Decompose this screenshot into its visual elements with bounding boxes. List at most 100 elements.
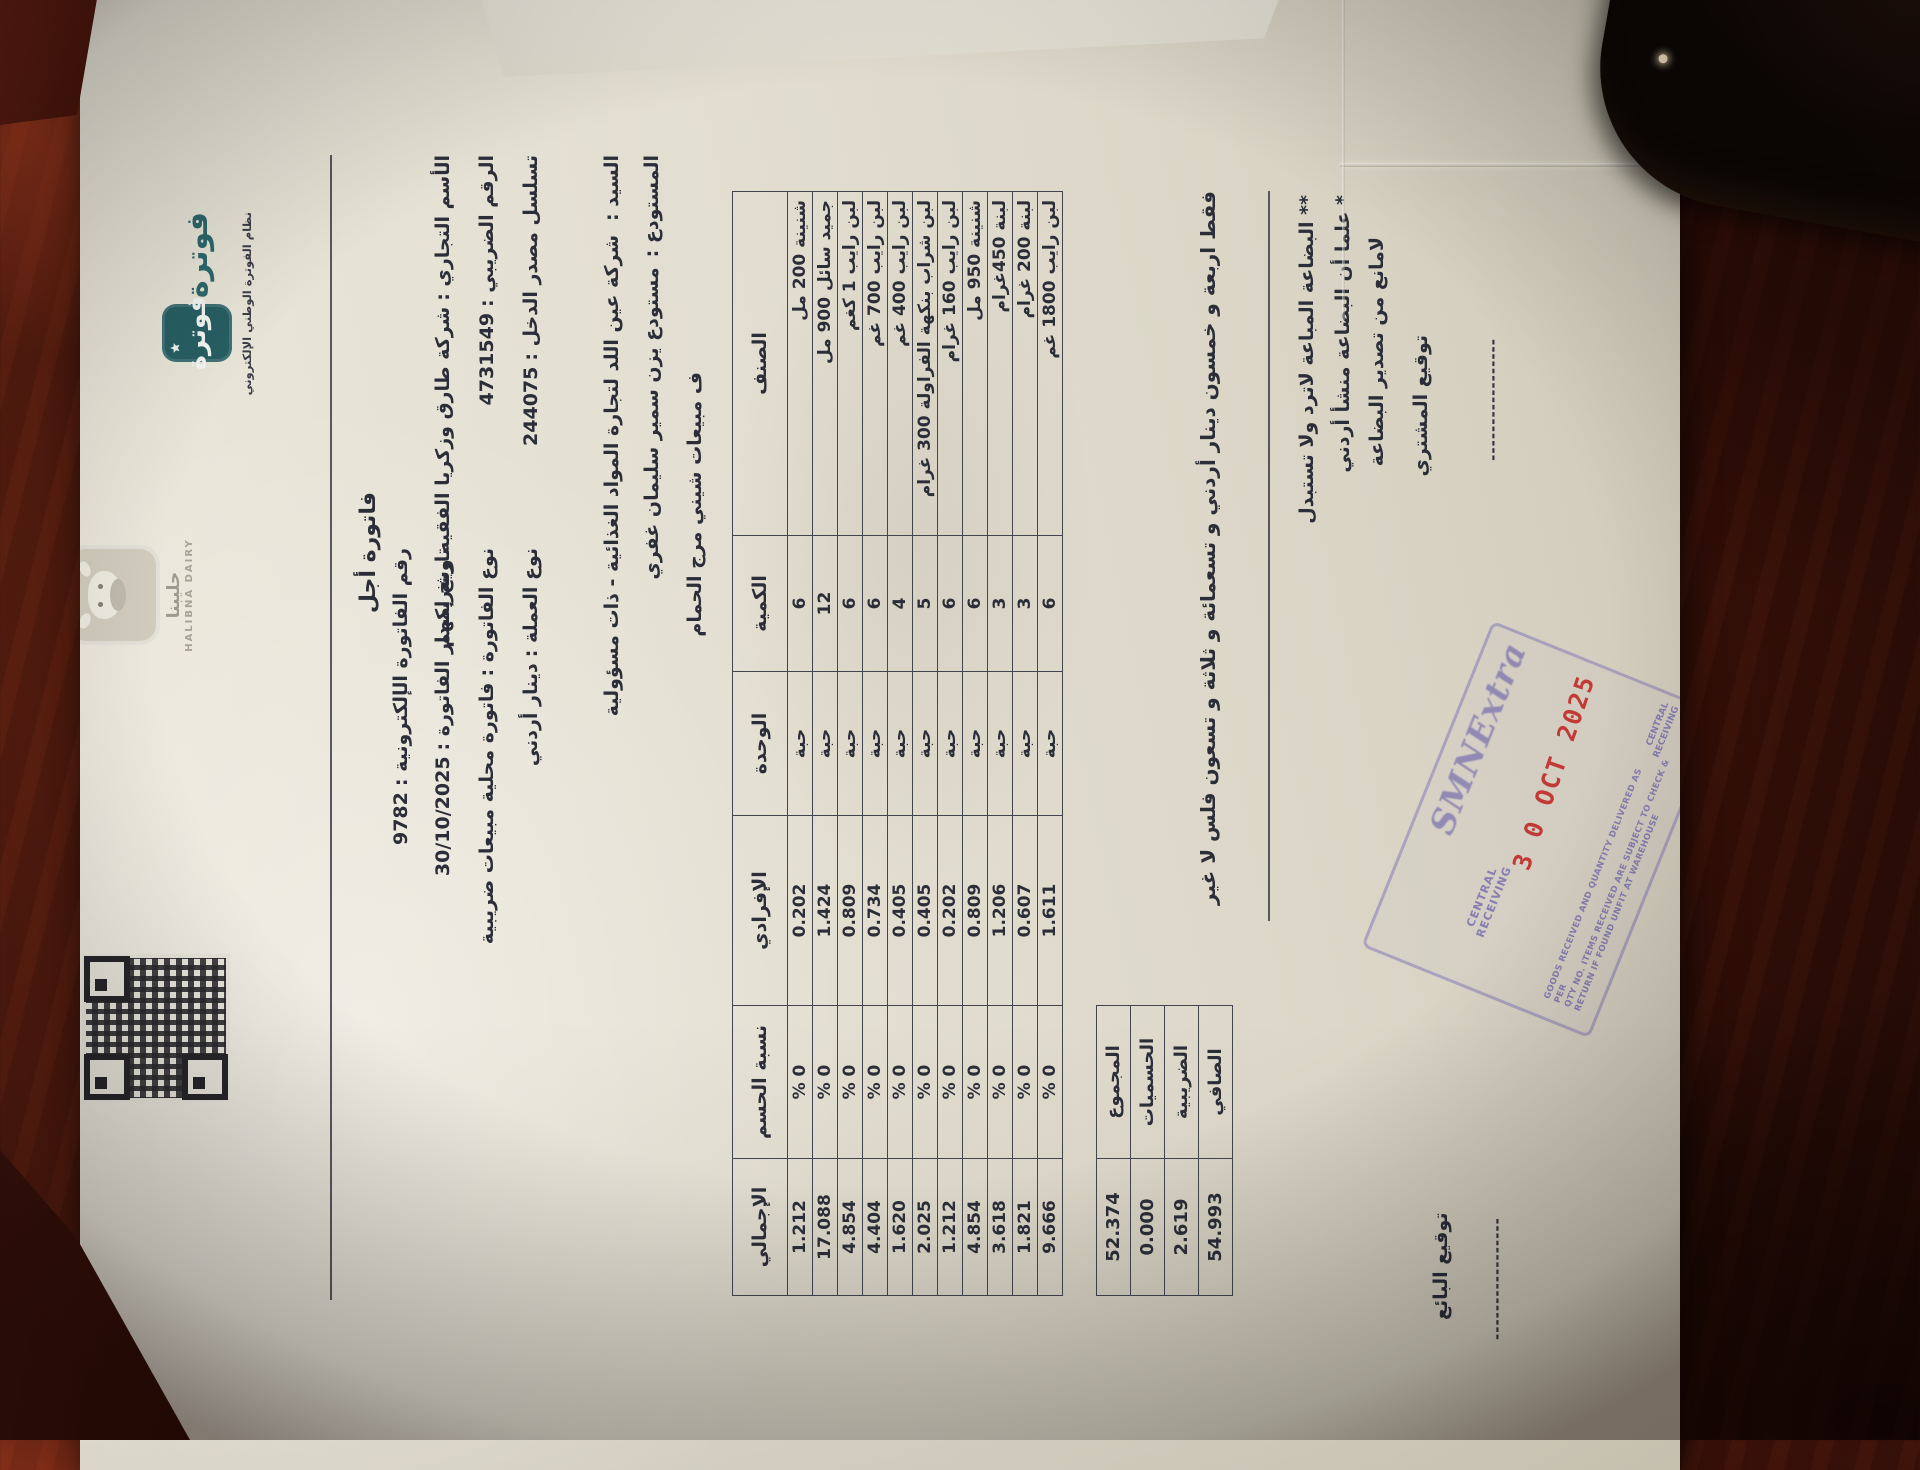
- item-name: لبنة 200 غرام: [1012, 191, 1038, 536]
- amount-in-words: فقط اربعة و خمسون دينار أردني و تسعمائة …: [1196, 191, 1220, 906]
- col-quantity: الكمية: [732, 535, 788, 672]
- item-unit: حبة: [962, 671, 988, 816]
- item-quantity: 3: [987, 535, 1013, 672]
- invoice-paper: حليبنا HALIBNA DAIRY فوترة فوترة نظام ال…: [80, 0, 1680, 1470]
- summary-row: المجموع 52.374: [1096, 1005, 1131, 1296]
- item-row: لبن رايب 160 غرام 6 حبة 0.202 0 % 1.212: [937, 191, 963, 1296]
- receiving-stamp: SMNExtra CENTRAL RECEIVING 3 0 OCT 2025 G…: [1361, 620, 1680, 1039]
- note-export: لامانع من تصدير البضاعة: [1366, 237, 1388, 467]
- col-total: الإجمالي: [732, 1158, 788, 1296]
- item-unit-price: 0.607: [1012, 815, 1038, 1006]
- item-total: 4.854: [962, 1158, 988, 1296]
- tax-number-value: 4731549: [476, 312, 498, 406]
- item-quantity: 6: [937, 535, 963, 672]
- item-unit: حبة: [787, 671, 813, 816]
- item-name: شنينة 200 مل: [787, 191, 813, 536]
- item-total: 9.666: [1037, 1158, 1063, 1296]
- summary-value: 52.374: [1096, 1158, 1131, 1296]
- customer-value: شركة عين اللد لتجارة المواد الغذائية - ذ…: [601, 234, 623, 717]
- col-item: الصنف: [732, 191, 788, 536]
- item-row: لبن رايب 1 كغم 6 حبة 0.809 0 % 4.854: [837, 191, 863, 1296]
- item-row: لبن رايب 1800 غم 6 حبة 1.611 0 % 9.666: [1037, 191, 1063, 1296]
- stamp-brand: SMNExtra: [1421, 636, 1536, 841]
- invoice-content: حليبنا HALIBNA DAIRY فوترة فوترة نظام ال…: [80, 0, 1680, 1470]
- seller-signature-label: توقيع البائع: [1430, 1212, 1452, 1321]
- invoice-type-title: فاتورة أجل: [356, 492, 381, 614]
- dairy-name-english: HALIBNA DAIRY: [184, 538, 195, 652]
- item-unit: حبة: [862, 671, 888, 816]
- item-total: 1.821: [1012, 1158, 1038, 1296]
- field-warehouse: المستودع : مستودع يزن سمير سليمان غفري: [641, 155, 663, 580]
- summary-label: المجموع: [1096, 1005, 1131, 1159]
- item-discount-rate: 0 %: [962, 1005, 988, 1159]
- field-invoice-type: نوع الفاتورة : فاتورة محلية مبيعات ضريبية: [476, 548, 498, 944]
- item-total: 3.618: [987, 1158, 1013, 1296]
- invoice-number-value: 9782: [390, 792, 412, 846]
- income-seq-value: 244075: [520, 366, 542, 446]
- item-quantity: 12: [812, 535, 838, 672]
- item-row: لبن شراب بنكهة الفراولة 300 غرام 5 حبة 0…: [912, 191, 938, 1296]
- qr-finder-icon: [84, 956, 130, 1002]
- qr-code: [82, 954, 230, 1102]
- field-currency: نوع العملة : دينار أردني: [520, 548, 542, 766]
- summary-row: الصافي 54.993: [1198, 1005, 1233, 1296]
- item-name: لبن رايب 160 غرام: [937, 191, 963, 536]
- currency-label: نوع العملة :: [520, 548, 542, 658]
- item-name: لبن رايب 400 غم: [887, 191, 913, 536]
- issue-date-value: 30/10/2025: [432, 756, 454, 877]
- summary-label: الضريبية: [1164, 1005, 1199, 1159]
- stamp-department: CENTRAL RECEIVING: [1464, 864, 1515, 940]
- item-row: شنينة 200 مل 6 حبة 0.202 0 % 1.212: [787, 191, 813, 1296]
- item-quantity: 6: [962, 535, 988, 672]
- item-total: 2.025: [912, 1158, 938, 1296]
- col-discount-rate: نسبة الحسم: [732, 1005, 788, 1159]
- item-unit: حبة: [987, 671, 1013, 816]
- item-name: لبن رايب 700 غم: [862, 191, 888, 536]
- item-unit-price: 1.611: [1037, 815, 1063, 1006]
- item-total: 1.212: [787, 1158, 813, 1296]
- dairy-company-logo: حليبنا HALIBNA DAIRY: [80, 515, 195, 675]
- item-row: شنينة 950 مل 6 حبة 0.809 0 % 4.854: [962, 191, 988, 1296]
- item-unit: حبة: [887, 671, 913, 816]
- item-discount-rate: 0 %: [862, 1005, 888, 1159]
- item-unit-price: 1.424: [812, 815, 838, 1006]
- stamp-date: 3 0 OCT 2025: [1506, 670, 1601, 874]
- summary-value: 54.993: [1198, 1158, 1233, 1296]
- item-unit-price: 0.734: [862, 815, 888, 1006]
- item-quantity: 3: [1012, 535, 1038, 672]
- item-row: جميد سائل 900 مل 12 حبة 1.424 0 % 17.088: [812, 191, 838, 1296]
- item-row: لبن رايب 700 غم 6 حبة 0.734 0 % 4.404: [862, 191, 888, 1296]
- summary-value: 0.000: [1130, 1158, 1165, 1296]
- item-quantity: 6: [837, 535, 863, 672]
- item-total: 4.404: [862, 1158, 888, 1296]
- item-unit-price: 0.202: [787, 815, 813, 1006]
- item-row: لبنة 200 غرام 3 حبة 0.607 0 % 1.821: [1012, 191, 1038, 1296]
- item-discount-rate: 0 %: [1012, 1005, 1038, 1159]
- tax-number-label: الرقم الضريبي :: [476, 155, 498, 307]
- summary-label: الحسميات: [1130, 1005, 1165, 1159]
- phone-glint: [1657, 53, 1669, 64]
- item-discount-rate: 0 %: [987, 1005, 1013, 1159]
- items-header-row: الصنف الكمية الوحدة الإفرادي نسبة الحسم …: [732, 191, 788, 1296]
- field-tax-number: الرقم الضريبي : 4731549: [476, 155, 498, 405]
- item-unit-price: 1.206: [987, 815, 1013, 1006]
- item-discount-rate: 0 %: [812, 1005, 838, 1159]
- item-total: 17.088: [812, 1158, 838, 1296]
- item-unit-price: 0.202: [937, 815, 963, 1006]
- summary-value: 2.619: [1164, 1158, 1199, 1296]
- qr-finder-icon: [84, 1054, 130, 1100]
- item-name: لبن رايب 1 كغم: [837, 191, 863, 536]
- item-unit-price: 0.405: [887, 815, 913, 1006]
- warehouse-label: المستودع :: [641, 155, 663, 258]
- item-unit-price: 0.405: [912, 815, 938, 1006]
- item-name: جميد سائل 900 مل: [812, 191, 838, 536]
- issue-date-label: تاريخ إصدار الفاتورة :: [432, 548, 454, 751]
- dairy-name-arabic: حليبنا: [164, 571, 184, 619]
- field-income-seq: تسلسل مصدر الدخل : 244075: [520, 155, 542, 446]
- item-name: لبن شراب بنكهة الفراولة 300 غرام: [912, 191, 938, 536]
- item-total: 4.854: [837, 1158, 863, 1296]
- cow-icon: [80, 545, 160, 645]
- item-unit: حبة: [837, 671, 863, 816]
- item-quantity: 4: [887, 535, 913, 672]
- field-invoice-number: رقم الفاتورة الإلكترونية : 9782: [390, 548, 412, 845]
